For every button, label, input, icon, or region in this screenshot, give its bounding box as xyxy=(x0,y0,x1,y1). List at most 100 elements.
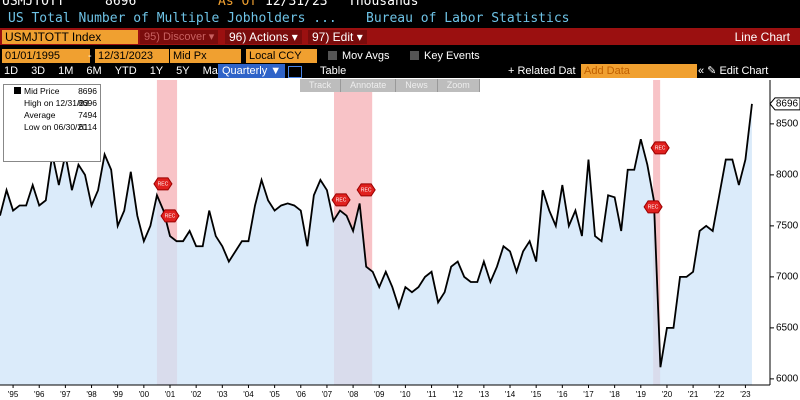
end-date[interactable]: 12/31/2023 xyxy=(95,49,169,63)
event-marker xyxy=(160,209,180,223)
period-button[interactable]: 6M xyxy=(86,65,102,77)
x-tick-label: '18 xyxy=(609,390,620,399)
x-tick-label: '21 xyxy=(688,390,699,399)
units: Thousands xyxy=(348,0,419,9)
x-tick-label: '05 xyxy=(269,390,280,399)
x-tick-label: '02 xyxy=(191,390,202,399)
event-marker xyxy=(643,200,663,214)
x-tick-label: '13 xyxy=(479,390,490,399)
chart: 8696 REC REC REC REC REC REC 6000 6500 7000 7500 80… xyxy=(0,78,800,400)
x-tick-label: '15 xyxy=(531,390,542,399)
price-select[interactable]: Mid Px xyxy=(170,49,241,63)
y-tick-label: 7500 xyxy=(776,221,799,232)
event-label: REC xyxy=(165,214,176,220)
actions-menu[interactable]: 96) Actions ▾ xyxy=(225,30,302,44)
legend-average: 7494 xyxy=(78,110,97,120)
related-data[interactable]: + Related Dat xyxy=(508,65,576,77)
period-button[interactable]: 5Y xyxy=(176,65,190,77)
last-value-label: 8696 xyxy=(776,99,799,110)
security-input[interactable]: USMJTOTT Index xyxy=(2,30,138,44)
tool-button[interactable]: Annotate xyxy=(341,79,397,92)
x-tick-label: '04 xyxy=(243,390,254,399)
series-line xyxy=(0,103,753,368)
chart-type[interactable]: Line Chart xyxy=(734,30,790,44)
x-tick-label: '99 xyxy=(112,390,123,399)
series-area xyxy=(0,103,752,385)
start-date[interactable]: 01/01/1995 xyxy=(2,49,90,63)
last-value-pointer xyxy=(769,97,800,111)
x-tick-label: '17 xyxy=(583,390,594,399)
legend-average-label: Average xyxy=(24,110,56,120)
x-tick-label: '03 xyxy=(217,390,228,399)
x-tick-label: '10 xyxy=(400,390,411,399)
frequency-select[interactable]: Quarterly ▼ xyxy=(218,64,286,78)
period-button[interactable]: 1Y xyxy=(149,65,164,77)
checkbox[interactable] xyxy=(410,51,419,60)
x-tick-label: '97 xyxy=(60,390,71,399)
x-tick-label: '00 xyxy=(139,390,150,399)
mov-avgs[interactable]: Mov Avgs xyxy=(342,50,390,62)
tool-button[interactable]: Track xyxy=(300,79,342,92)
as-of-date: 12/31/23 xyxy=(265,0,328,9)
event-label: REC xyxy=(158,182,169,188)
y-tick-label: 8500 xyxy=(776,119,799,130)
checkbox[interactable] xyxy=(328,51,337,60)
event-marker xyxy=(356,183,376,197)
source: Bureau of Labor Statistics xyxy=(366,11,570,26)
last-value: 8696 xyxy=(105,0,137,9)
add-data-input[interactable]: Add Data xyxy=(581,64,697,78)
y-tick-label: 7000 xyxy=(776,272,799,283)
x-tick-label: '08 xyxy=(348,390,359,399)
x-tick-label: '98 xyxy=(86,390,97,399)
table-button[interactable]: Table xyxy=(320,65,347,77)
period-button[interactable]: 1D xyxy=(4,65,19,77)
legend-low: 6114 xyxy=(78,122,97,132)
event-marker xyxy=(650,141,670,155)
legend-swatch xyxy=(14,87,21,94)
event-label: REC xyxy=(361,188,372,194)
tool-button[interactable]: News xyxy=(396,79,438,92)
event-label: REC xyxy=(655,146,666,152)
x-tick-label: '95 xyxy=(8,390,19,399)
y-tick-label: 6000 xyxy=(776,374,799,385)
legend-high-label: High on 12/31/23 xyxy=(24,98,89,108)
ticker: USMJTOTT xyxy=(2,0,65,9)
chart-tools: Track Annotate News Zoom xyxy=(300,79,480,92)
event-marker xyxy=(331,193,351,207)
x-tick-label: '09 xyxy=(374,390,385,399)
x-tick-label: '12 xyxy=(452,390,463,399)
x-tick-label: '14 xyxy=(505,390,516,399)
x-tick-label: '01 xyxy=(165,390,176,399)
x-tick-label: '20 xyxy=(662,390,673,399)
x-tick-label: '07 xyxy=(322,390,333,399)
x-tick-label: '19 xyxy=(636,390,647,399)
legend-box: Mid Price 8696 High on 12/31/23 8696 Ave… xyxy=(3,84,101,162)
key-events[interactable]: Key Events xyxy=(424,50,480,62)
x-tick-label: '11 xyxy=(427,390,437,399)
discover-menu[interactable]: 95) Discover ▾ xyxy=(140,30,219,44)
edit-menu[interactable]: 97) Edit ▾ xyxy=(308,30,367,44)
y-tick-label: 6500 xyxy=(776,323,799,334)
edit-chart[interactable]: « ✎ Edit Chart xyxy=(698,65,769,77)
x-tick-label: '22 xyxy=(714,390,725,399)
period-buttons: 1D 3D 1M 6M YTD 1Y 5Y Max xyxy=(4,64,236,78)
period-button[interactable]: 1M xyxy=(58,65,74,77)
x-tick-label: '16 xyxy=(557,390,568,399)
y-tick-label: 8000 xyxy=(776,170,799,181)
tool-button[interactable]: Zoom xyxy=(438,79,480,92)
legend-series: Mid Price xyxy=(24,86,60,96)
currency-select[interactable]: Local CCY xyxy=(246,49,317,63)
as-of-label: As Of xyxy=(218,0,258,9)
legend-high: 8696 xyxy=(78,98,97,108)
legend-mid: 8696 xyxy=(78,86,97,96)
event-marker xyxy=(153,177,173,191)
description: US Total Number of Multiple Jobholders .… xyxy=(8,11,337,26)
x-tick-label: '23 xyxy=(740,390,751,399)
x-tick-label: '96 xyxy=(34,390,45,399)
legend-low-label: Low on 06/30/20 xyxy=(24,122,87,132)
chart-icon[interactable] xyxy=(288,66,302,78)
period-button[interactable]: 3D xyxy=(31,65,46,77)
event-label: REC xyxy=(648,205,659,211)
period-button[interactable]: YTD xyxy=(114,65,137,77)
